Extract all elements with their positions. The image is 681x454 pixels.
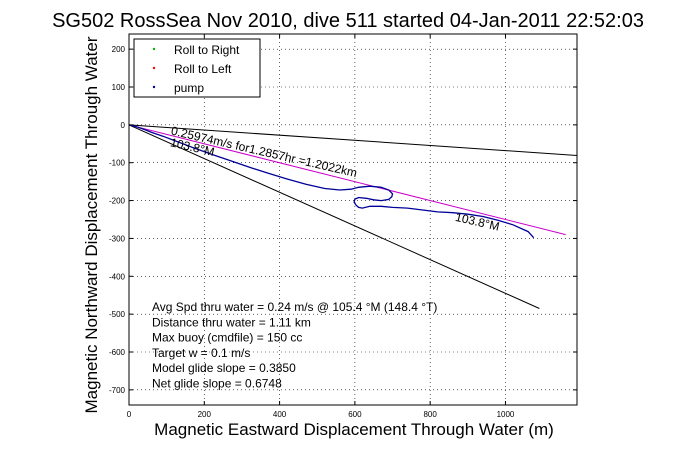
stats-box: Avg Spd thru water = 0.24 m/s @ 105.4 °M… — [152, 300, 437, 391]
x-tick-label: 200 — [198, 410, 212, 419]
legend-label: pump — [174, 81, 204, 95]
series-line-1 — [128, 124, 578, 156]
y-tick-label: -600 — [109, 348, 126, 357]
y-tick-label: -400 — [109, 272, 126, 281]
y-tick-label: -700 — [109, 386, 126, 395]
stats-line: Net glide slope = 0.6748 — [152, 377, 282, 391]
y-tick-label: -100 — [109, 159, 126, 168]
series-lines — [128, 124, 578, 309]
legend-marker — [152, 85, 156, 89]
y-tick-label: -300 — [109, 234, 126, 243]
stats-line: Target w = 0.1 m/s — [152, 346, 250, 360]
x-tick-label: 0 — [127, 410, 132, 419]
y-tick-label: 0 — [121, 121, 126, 130]
y-tick-label: 200 — [112, 45, 126, 54]
series-line-4 — [128, 124, 535, 239]
x-tick-label: 1000 — [497, 410, 515, 419]
grid — [128, 34, 577, 405]
x-tick-label: 400 — [273, 410, 287, 419]
stats-line: Avg Spd thru water = 0.24 m/s @ 105.4 °M… — [152, 300, 437, 314]
legend-marker — [152, 66, 156, 70]
legend-label: Roll to Right — [174, 43, 240, 57]
x-tick-label: 600 — [348, 410, 362, 419]
series-line-2 — [128, 124, 540, 309]
legend-label: Roll to Left — [174, 62, 232, 76]
chart-title: SG502 RossSea Nov 2010, dive 511 started… — [52, 10, 644, 32]
x-tick-label: 800 — [423, 410, 437, 419]
stats-line: Model glide slope = 0.3850 — [152, 361, 296, 375]
y-tick-label: -200 — [109, 197, 126, 206]
stats-line: Max buoy (cmdfile) = 150 cc — [152, 331, 302, 345]
plot-area-frame — [128, 33, 578, 406]
y-tick-label: -500 — [109, 310, 126, 319]
legend-marker — [152, 47, 156, 51]
x-axis-label: Magnetic Eastward Displacement Through W… — [154, 420, 554, 439]
legend: Roll to Right Roll to Left pump — [133, 38, 261, 98]
stats-line: Distance thru water = 1.11 km — [152, 315, 311, 329]
y-axis-label: Magnetic Northward Displacement Through … — [82, 36, 101, 413]
axis-ticks: 0 200 400 600 800 1000-700-600-500-400-300-20… — [109, 34, 577, 419]
y-tick-label: 100 — [112, 83, 126, 92]
series-line-3 — [128, 124, 566, 236]
